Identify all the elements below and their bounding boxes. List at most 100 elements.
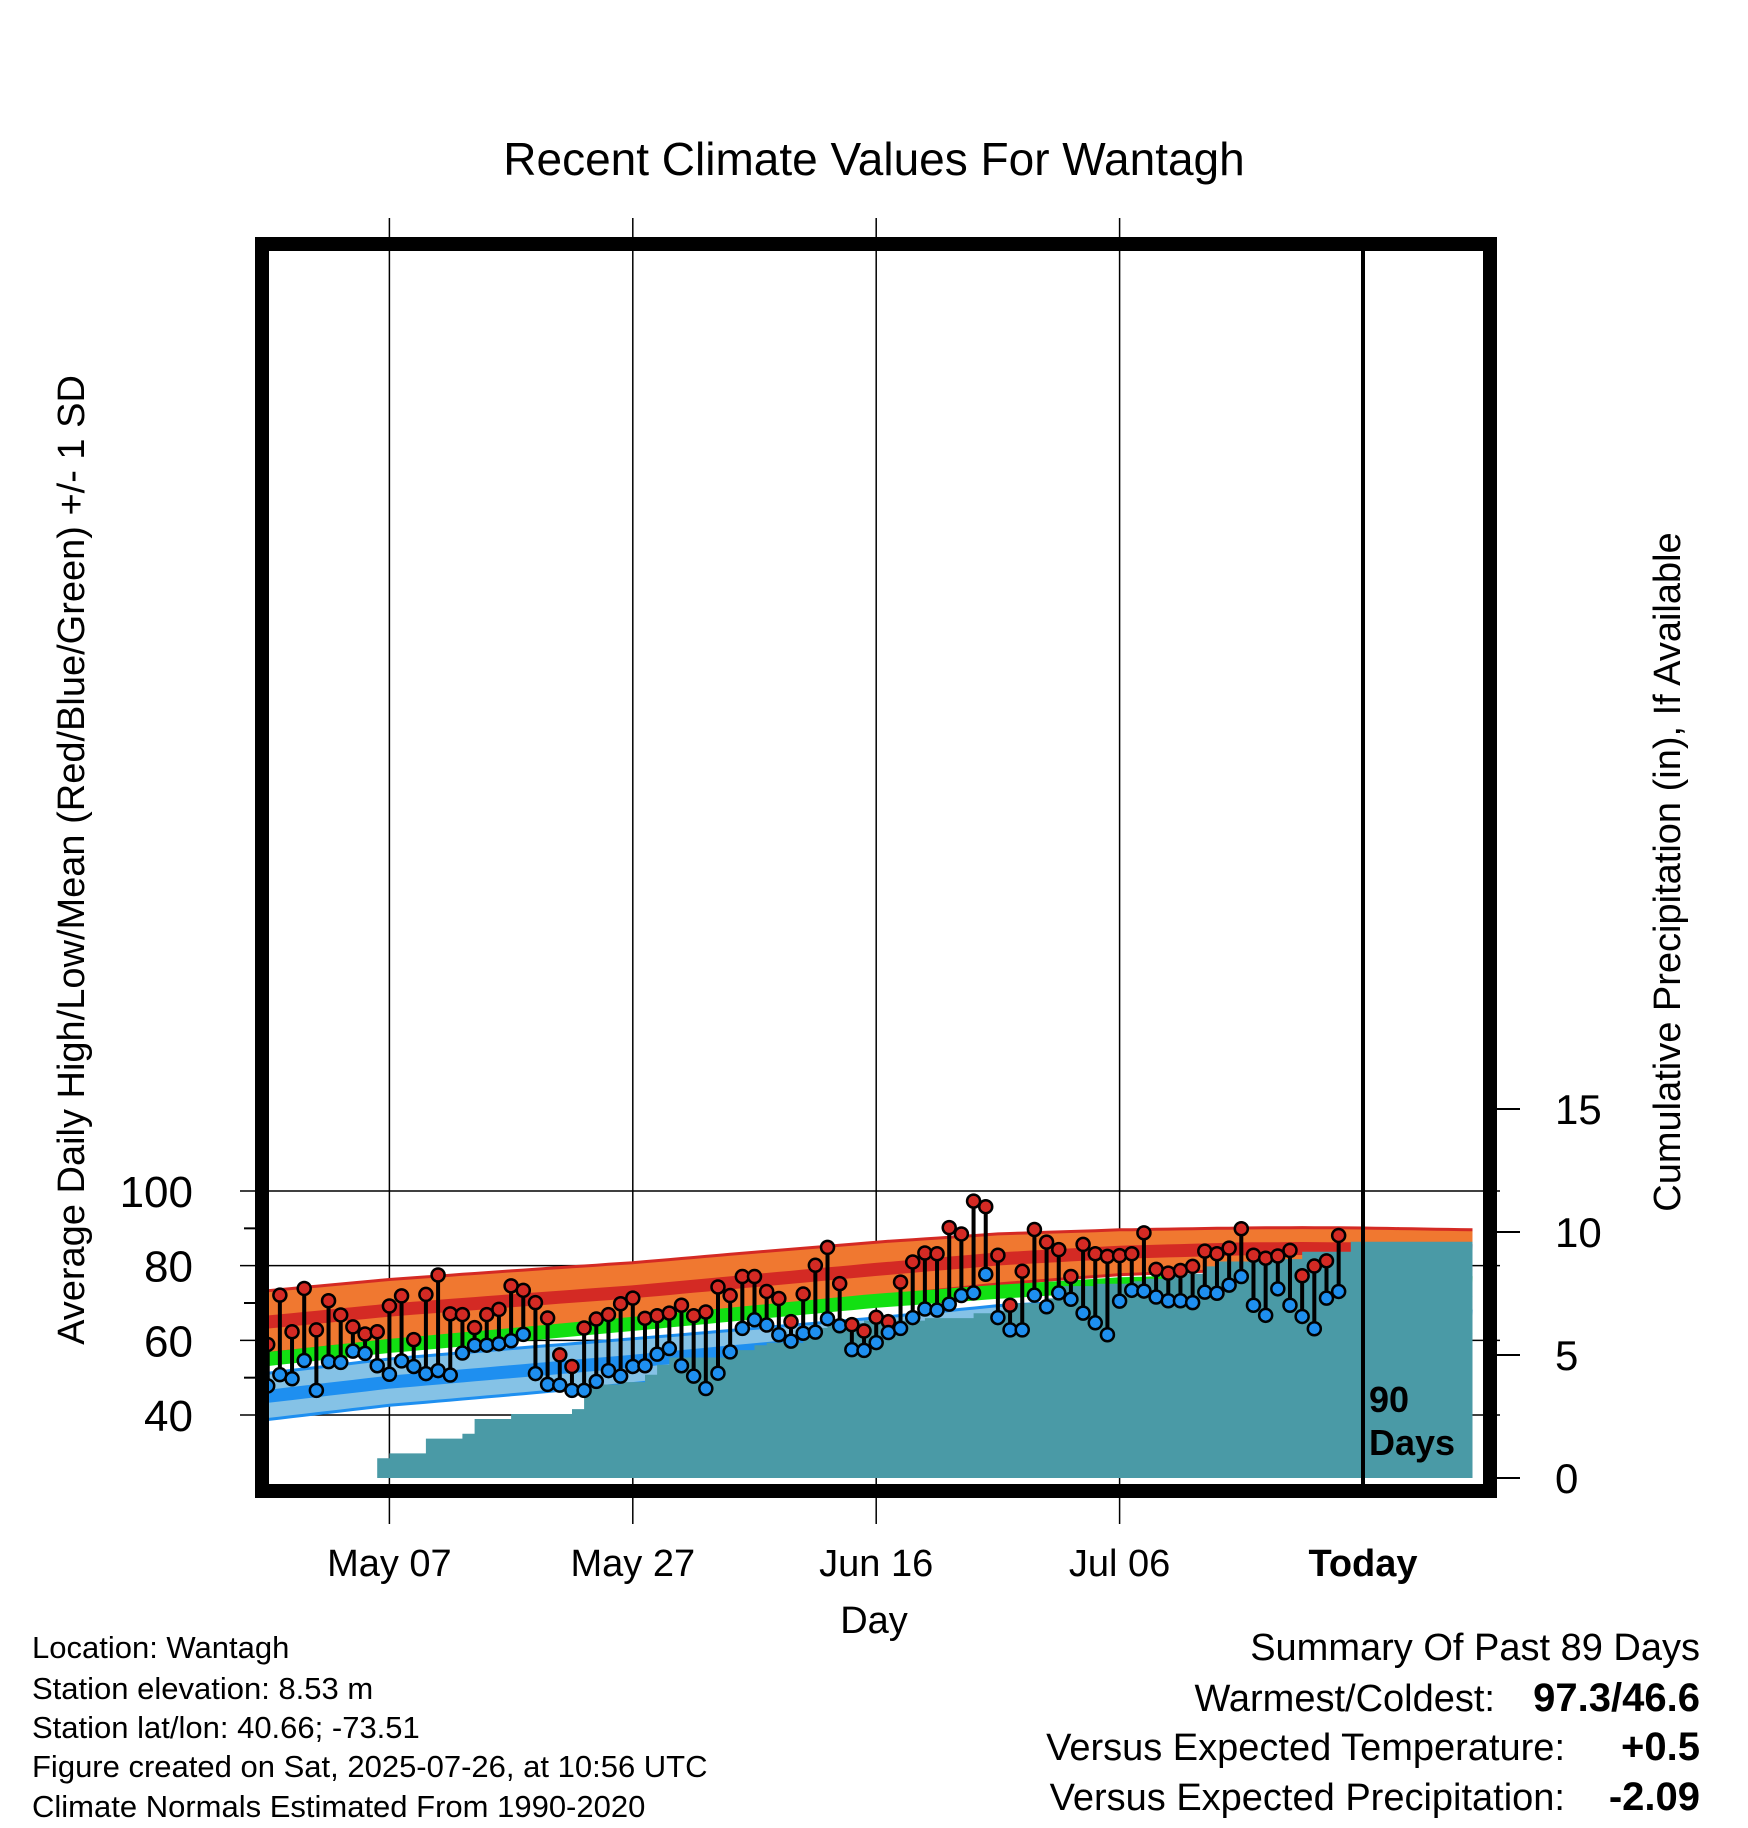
daily-low-point	[941, 1296, 957, 1312]
summary-precip-label: Versus Expected Precipitation:	[1050, 1777, 1565, 1819]
daily-high-point	[393, 1288, 410, 1304]
daily-low-point	[1026, 1287, 1043, 1303]
day-observation	[576, 1320, 592, 1399]
daily-low-point	[1099, 1326, 1116, 1343]
daily-high-point	[612, 1296, 629, 1312]
summary-title: Summary Of Past 89 Days	[1250, 1627, 1700, 1669]
daily-high-point	[1282, 1242, 1298, 1259]
daily-high-point	[1221, 1240, 1237, 1256]
day-observation	[710, 1279, 726, 1381]
daily-low-point	[345, 1343, 361, 1359]
daily-low-point	[819, 1310, 836, 1327]
daily-high-point	[1294, 1268, 1310, 1284]
day-observation	[661, 1305, 678, 1357]
info-created: Figure created on Sat, 2025-07-26, at 10…	[32, 1749, 708, 1784]
day-observation	[1111, 1247, 1128, 1309]
day-observation	[454, 1306, 471, 1361]
day-observation	[625, 1290, 641, 1375]
daily-high-point	[965, 1193, 982, 1209]
y2-tick-label: 5	[1555, 1332, 1578, 1379]
day-observation	[1318, 1253, 1335, 1306]
day-observation	[965, 1193, 982, 1301]
day-observation	[856, 1323, 872, 1359]
info-location: Location: Wantagh	[32, 1630, 289, 1665]
daily-high-point	[1014, 1263, 1030, 1280]
day-observation	[308, 1322, 325, 1399]
day-observation	[612, 1296, 629, 1384]
x-tick-label: Today	[1308, 1543, 1417, 1585]
daily-low-point	[868, 1334, 884, 1351]
window-days-unit: Days	[1369, 1422, 1455, 1463]
day-observation	[1038, 1234, 1055, 1315]
daily-high-point	[381, 1298, 398, 1314]
day-observation	[819, 1239, 836, 1327]
daily-low-point	[1306, 1321, 1323, 1337]
daily-high-point	[1063, 1268, 1079, 1285]
day-observation	[844, 1316, 860, 1358]
daily-low-point	[1221, 1277, 1237, 1293]
daily-low-point	[612, 1368, 629, 1384]
daily-high-point	[1318, 1253, 1335, 1269]
daily-low-point	[698, 1380, 714, 1397]
daily-high-point	[977, 1198, 994, 1215]
day-observation	[296, 1280, 312, 1369]
day-observation	[1124, 1245, 1140, 1299]
day-observation	[332, 1307, 349, 1371]
summary-temp-label: Versus Expected Temperature:	[1046, 1727, 1565, 1769]
day-observation	[527, 1294, 544, 1382]
daily-high-point	[746, 1268, 763, 1285]
daily-low-point	[807, 1324, 824, 1340]
daily-low-point	[1111, 1293, 1128, 1309]
daily-high-point	[430, 1267, 446, 1283]
daily-low-point	[284, 1371, 300, 1387]
daily-low-point	[990, 1309, 1006, 1326]
daily-low-point	[588, 1373, 605, 1390]
daily-high-point	[1209, 1245, 1225, 1262]
daily-high-point	[515, 1282, 532, 1299]
daily-high-point	[892, 1274, 909, 1290]
day-observation	[892, 1274, 909, 1337]
daily-high-point	[771, 1290, 787, 1307]
daily-low-point	[1318, 1290, 1335, 1306]
daily-low-point	[685, 1368, 702, 1384]
daily-low-point	[1209, 1285, 1225, 1302]
daily-low-point	[649, 1346, 665, 1362]
day-observation	[1197, 1243, 1213, 1300]
day-observation	[588, 1311, 605, 1390]
daily-low-point	[661, 1340, 678, 1357]
x-axis-label: Day	[840, 1600, 908, 1642]
day-observation	[904, 1254, 921, 1326]
daily-high-point	[783, 1313, 799, 1330]
daily-high-point	[576, 1320, 592, 1336]
day-observation	[771, 1290, 787, 1343]
daily-low-point	[393, 1353, 410, 1369]
daily-high-point	[904, 1254, 921, 1270]
daily-low-point	[503, 1332, 519, 1349]
high-sd-band	[267, 1227, 1473, 1354]
daily-high-point	[1111, 1247, 1128, 1264]
daily-low-point	[977, 1266, 994, 1283]
daily-high-point	[1124, 1245, 1140, 1262]
day-observation	[1282, 1242, 1298, 1313]
daily-low-point	[491, 1335, 507, 1352]
daily-low-point	[1270, 1281, 1286, 1297]
day-observation	[953, 1226, 970, 1304]
daily-low-point	[600, 1362, 617, 1379]
daily-high-point	[1075, 1236, 1091, 1253]
day-observation	[990, 1247, 1006, 1326]
day-observation	[515, 1282, 532, 1343]
daily-low-point	[515, 1326, 532, 1343]
day-observation	[405, 1331, 422, 1375]
daily-low-point	[758, 1317, 775, 1333]
day-observation	[369, 1324, 385, 1374]
day-observation	[1233, 1220, 1250, 1285]
daily-high-point	[819, 1239, 836, 1256]
daily-low-point	[454, 1345, 471, 1361]
day-observation	[722, 1287, 738, 1360]
daily-low-point	[1184, 1294, 1201, 1311]
daily-low-point	[418, 1365, 434, 1382]
daily-low-point	[1282, 1297, 1298, 1313]
day-observation	[917, 1245, 933, 1317]
daily-high-point	[722, 1287, 738, 1304]
